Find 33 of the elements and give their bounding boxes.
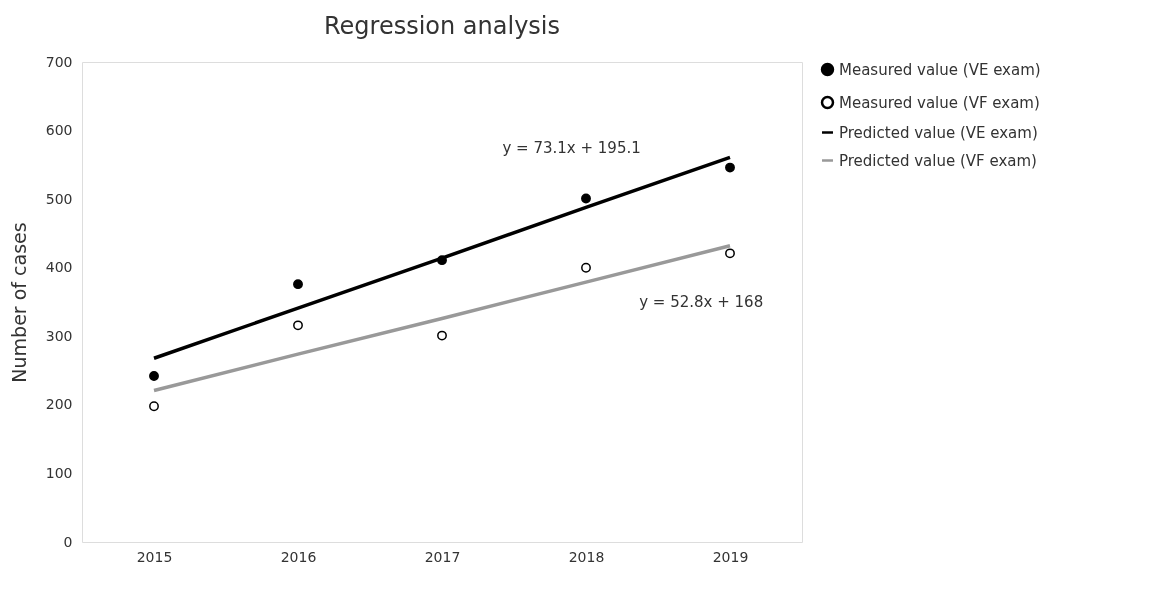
y-tick-label: 0 xyxy=(63,533,73,550)
legend-label: Measured value (VF exam) xyxy=(839,93,1040,112)
x-tick-label: 2018 xyxy=(568,548,605,565)
point xyxy=(293,279,303,290)
point xyxy=(149,401,159,412)
y-tick-label: 400 xyxy=(45,259,73,276)
y-tick-label: 100 xyxy=(45,464,73,481)
line-series xyxy=(152,244,732,393)
annotation: y = 52.8x + 168 xyxy=(639,293,764,311)
chart-title: Regression analysis xyxy=(323,12,561,40)
point xyxy=(149,371,159,381)
legend-label: Predicted value (VF exam) xyxy=(839,151,1037,170)
point xyxy=(581,193,591,204)
y-tick-label: 200 xyxy=(45,396,73,413)
point xyxy=(581,262,591,273)
y-tick-label: 300 xyxy=(45,327,73,344)
point xyxy=(725,162,735,173)
x-tick-label: 2016 xyxy=(280,548,317,565)
x-tick-label: 2015 xyxy=(136,548,173,565)
x-tick-label: 2019 xyxy=(712,548,749,565)
point xyxy=(437,330,447,341)
y-tick-label: 600 xyxy=(45,122,73,139)
y-tick-label: 500 xyxy=(45,190,73,207)
point xyxy=(437,255,447,266)
line-series xyxy=(152,155,732,360)
point xyxy=(293,320,303,331)
y-tick-label: 700 xyxy=(45,53,73,70)
point xyxy=(725,248,735,259)
x-tick-label: 2017 xyxy=(424,548,461,565)
legend-label: Predicted value (VE exam) xyxy=(839,123,1038,142)
legend-label: Measured value (VE exam) xyxy=(839,60,1041,79)
y-axis-title: Number of cases xyxy=(7,222,30,383)
annotation: y = 73.1x + 195.1 xyxy=(502,139,641,158)
